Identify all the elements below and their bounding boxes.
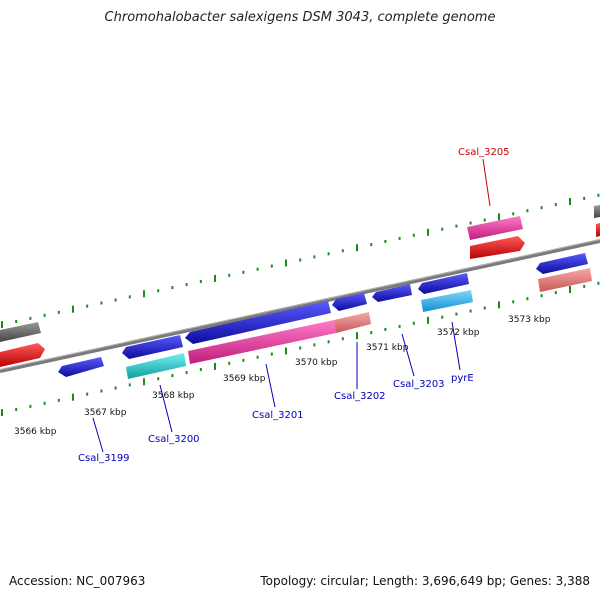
- gene-label-csal3203[interactable]: Csal_3203: [393, 379, 445, 390]
- forward-strand-genes: [0, 205, 600, 377]
- gene-right-salmon[interactable]: [538, 268, 592, 292]
- gene-pyrE-lightblue[interactable]: [421, 290, 473, 312]
- connector-csal3203: [401, 333, 415, 377]
- gene-gray-left[interactable]: [0, 322, 41, 342]
- gene-label-pyrE[interactable]: pyrE: [451, 373, 474, 384]
- gene-csal3201-magenta[interactable]: [188, 320, 336, 364]
- gene-csal3202[interactable]: [332, 293, 367, 311]
- gene-labels: Csal_3199 Csal_3200 Csal_3201 Csal_3202 …: [78, 147, 510, 464]
- gene-csal3205-red[interactable]: [470, 236, 525, 259]
- gene-csal3205-magenta[interactable]: [467, 216, 523, 240]
- genome-backbone: [0, 239, 600, 373]
- gene-csal3200-cyan[interactable]: [126, 353, 186, 379]
- kbp-label: 3569 kbp: [223, 374, 266, 384]
- label-connectors: [92, 158, 491, 453]
- connector-csal3205: [482, 158, 491, 207]
- gene-red-left[interactable]: [0, 343, 45, 367]
- gene-csal3202-salmon[interactable]: [334, 312, 371, 333]
- kbp-label: 3573 kbp: [508, 315, 551, 325]
- kbp-label: 3570 kbp: [295, 358, 338, 368]
- connector-csal3201: [265, 363, 276, 408]
- gene-csal3200[interactable]: [122, 335, 183, 359]
- gene-csal3203[interactable]: [372, 284, 412, 302]
- kbp-label: 3571 kbp: [366, 343, 409, 353]
- genome-summary-text: Topology: circular; Length: 3,696,649 bp…: [260, 574, 590, 588]
- kbp-label: 3567 kbp: [84, 408, 127, 418]
- gene-label-csal3201[interactable]: Csal_3201: [252, 410, 304, 421]
- gene-label-csal3205[interactable]: Csal_3205: [458, 147, 510, 158]
- gene-pyrE[interactable]: [418, 273, 469, 294]
- map-title: Chromohalobacter salexigens DSM 3043, co…: [104, 10, 496, 25]
- genome-backbone-highlight: [0, 239, 600, 370]
- connector-pyrE: [451, 321, 461, 371]
- accession-text: Accession: NC_007963: [9, 574, 146, 588]
- kbp-label: 3566 kbp: [14, 427, 57, 437]
- gene-red-right[interactable]: [596, 223, 600, 237]
- upper-tick-track: [1, 193, 600, 329]
- kbp-labels: 3566 kbp 3567 kbp 3568 kbp 3569 kbp 3570…: [14, 315, 551, 437]
- gene-label-csal3199[interactable]: Csal_3199: [78, 453, 130, 464]
- lower-tick-track: [1, 281, 600, 417]
- gene-right-blue[interactable]: [536, 253, 588, 274]
- gene-label-csal3200[interactable]: Csal_3200: [148, 434, 200, 445]
- connector-csal3200: [159, 384, 173, 433]
- gene-csal3199[interactable]: [58, 357, 104, 377]
- gene-label-csal3202[interactable]: Csal_3202: [334, 391, 386, 402]
- kbp-label: 3572 kbp: [437, 328, 480, 338]
- connector-csal3199: [92, 417, 104, 453]
- kbp-label: 3568 kbp: [152, 391, 195, 401]
- annotation-track-genes: [126, 268, 592, 379]
- gene-csal3201[interactable]: [185, 301, 331, 344]
- gene-gray-right[interactable]: [594, 205, 600, 218]
